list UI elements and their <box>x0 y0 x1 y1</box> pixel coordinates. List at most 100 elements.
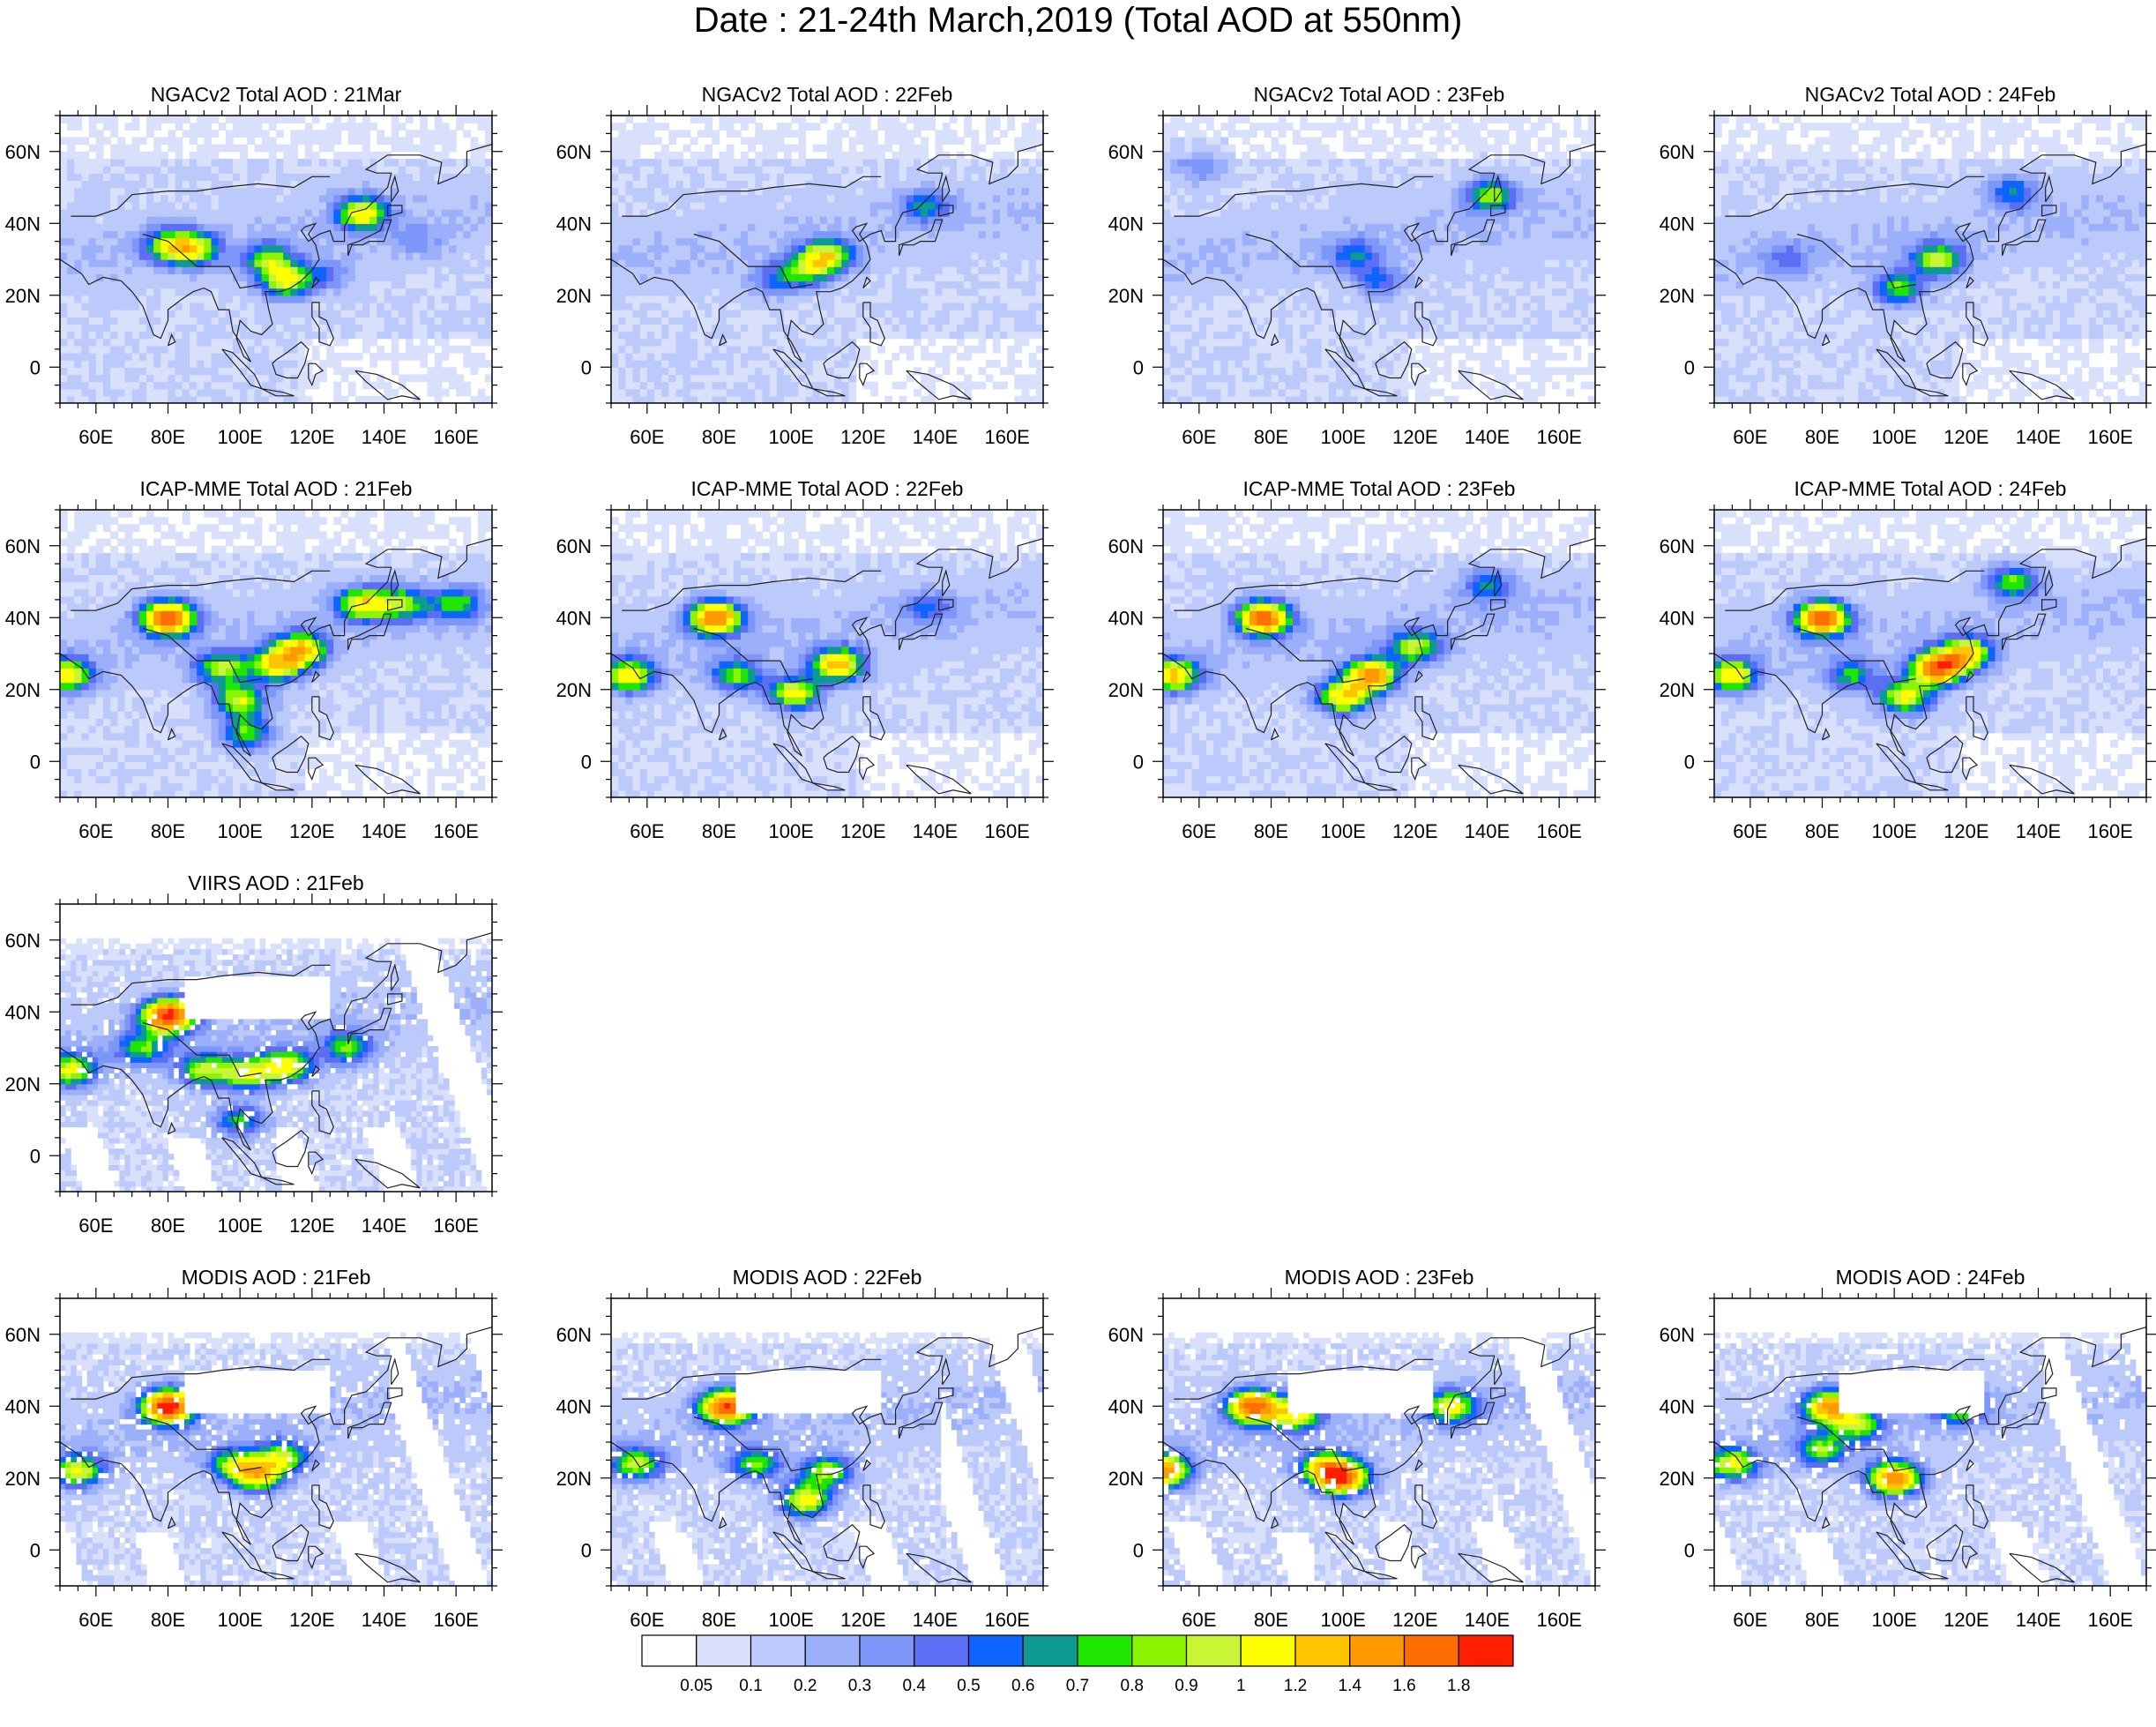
coastline <box>2045 569 2054 597</box>
coastline <box>693 1416 813 1472</box>
lon-tick-label: 100E <box>1320 426 1365 448</box>
coastline <box>1414 696 1437 741</box>
coastline <box>823 735 861 774</box>
colorbar: 0.05 0.1 0.2 0.3 0.4 0.5 0.6 0.7 0.8 0.9 1 1.2 1.4 1.… <box>641 1634 1514 1695</box>
lon-tick-label: 160E <box>2087 1609 2132 1631</box>
lat-tick-label: 0 <box>581 1539 592 1561</box>
lat-tick-label: 40N <box>5 1001 41 1023</box>
coastline <box>311 1090 334 1135</box>
coastline <box>272 1523 310 1562</box>
lon-tick-label: 80E <box>702 426 736 448</box>
lon-tick-label: 80E <box>702 820 736 842</box>
coastline <box>391 569 399 597</box>
panel-title: NGACv2 Total AOD : 21Mar <box>151 83 402 106</box>
lon-tick-label: 100E <box>768 820 813 842</box>
coastline <box>1490 1387 1506 1400</box>
colorbar-label: 1.6 <box>1392 1677 1415 1695</box>
panel-title: ICAP-MME Total AOD : 21Feb <box>140 477 413 500</box>
coastline <box>1966 670 1974 684</box>
lon-tick-label: 160E <box>1536 820 1581 842</box>
colorbar-label: 0.4 <box>903 1677 927 1695</box>
coastline <box>812 388 846 397</box>
coastline <box>261 1177 295 1185</box>
colorbar-box <box>750 1634 806 1667</box>
lon-tick-label: 140E <box>2016 820 2061 842</box>
lat-tick-label: 40N <box>5 213 41 235</box>
map-panel: 60E 80E 100E 120E 140E 160E 60N 40N 20N 0 ICAP-MME… <box>5 477 503 842</box>
lon-tick-label: 100E <box>1871 426 1916 448</box>
coastline <box>1966 302 1988 347</box>
coastline <box>272 340 310 379</box>
panel-title: MODIS AOD : 24Feb <box>1836 1266 2025 1289</box>
lat-tick-label: 60N <box>5 930 41 952</box>
aod-field <box>1714 510 2146 797</box>
coastline <box>899 613 944 651</box>
lon-tick-label: 140E <box>362 1215 407 1237</box>
lon-tick-label: 100E <box>1871 1609 1916 1631</box>
coastline <box>1414 670 1423 684</box>
lat-tick-label: 0 <box>581 751 592 773</box>
lon-tick-label: 60E <box>1733 426 1767 448</box>
colorbar-box <box>1403 1634 1459 1667</box>
lon-tick-label: 80E <box>151 426 185 448</box>
lat-tick-label: 60N <box>1660 535 1695 557</box>
coastline <box>311 302 334 347</box>
lon-tick-label: 160E <box>984 1609 1029 1631</box>
colorbar-box <box>1458 1634 1514 1667</box>
coastline <box>906 1552 972 1583</box>
coastline <box>862 1459 871 1472</box>
aod-field <box>60 510 492 797</box>
lon-tick-label: 60E <box>78 820 113 842</box>
aod-field <box>1163 1298 1595 1586</box>
coastline <box>859 757 876 781</box>
lat-tick-label: 60N <box>5 535 41 557</box>
coastline <box>387 205 403 217</box>
coastline <box>261 388 295 397</box>
coastline <box>1725 1358 1985 1400</box>
coastline <box>718 1516 727 1529</box>
lat-tick-label: 0 <box>30 751 41 773</box>
lon-tick-label: 60E <box>1733 1609 1767 1631</box>
colorbar-box <box>696 1634 752 1667</box>
coastline <box>142 1021 262 1078</box>
coastline <box>693 233 813 289</box>
coastline <box>142 627 262 684</box>
coastline <box>899 1402 944 1439</box>
colorbar-label: 0.1 <box>739 1677 762 1695</box>
coastline <box>1490 205 1506 217</box>
coastline <box>2045 175 2054 203</box>
map-panel: 60E 80E 100E 120E 140E 160E 60N 40N 20N 0 NGACv2 T… <box>556 83 1054 448</box>
colorbar-label: 1 <box>1236 1677 1246 1695</box>
lon-tick-label: 60E <box>1182 426 1216 448</box>
lat-tick-label: 60N <box>5 141 41 163</box>
coastline <box>311 696 334 741</box>
coastline <box>1414 1484 1437 1529</box>
coastline <box>1915 782 1949 791</box>
coastline <box>862 276 871 289</box>
coastline <box>167 1122 176 1135</box>
map-panel: 60E 80E 100E 120E 140E 160E 60N 40N 20N 0 NGACv2 T… <box>1660 83 2156 448</box>
lon-tick-label: 100E <box>1320 1609 1365 1631</box>
coastline <box>2009 764 2075 795</box>
aod-field <box>60 116 492 403</box>
coastline <box>942 1357 951 1386</box>
coastline <box>391 175 399 203</box>
coastline <box>1821 333 1831 347</box>
panel-title: NGACv2 Total AOD : 22Feb <box>702 83 953 106</box>
coastline <box>1174 1358 1434 1400</box>
lon-tick-label: 160E <box>1536 426 1581 448</box>
lat-tick-label: 60N <box>1108 1324 1144 1346</box>
lat-tick-label: 20N <box>1660 679 1695 701</box>
coastline <box>347 1007 392 1045</box>
coastline <box>1796 233 1916 289</box>
colorbar-label: 0.7 <box>1066 1677 1089 1695</box>
colorbar-label: 0.5 <box>957 1677 980 1695</box>
panel-title: ICAP-MME Total AOD : 24Feb <box>1794 477 2067 500</box>
lon-tick-label: 140E <box>913 1609 958 1631</box>
coastline <box>347 1402 392 1439</box>
lat-tick-label: 40N <box>1108 213 1144 235</box>
lon-tick-label: 60E <box>1733 820 1767 842</box>
panel-title: VIIRS AOD : 21Feb <box>188 871 363 894</box>
colorbar-box <box>1349 1634 1406 1667</box>
